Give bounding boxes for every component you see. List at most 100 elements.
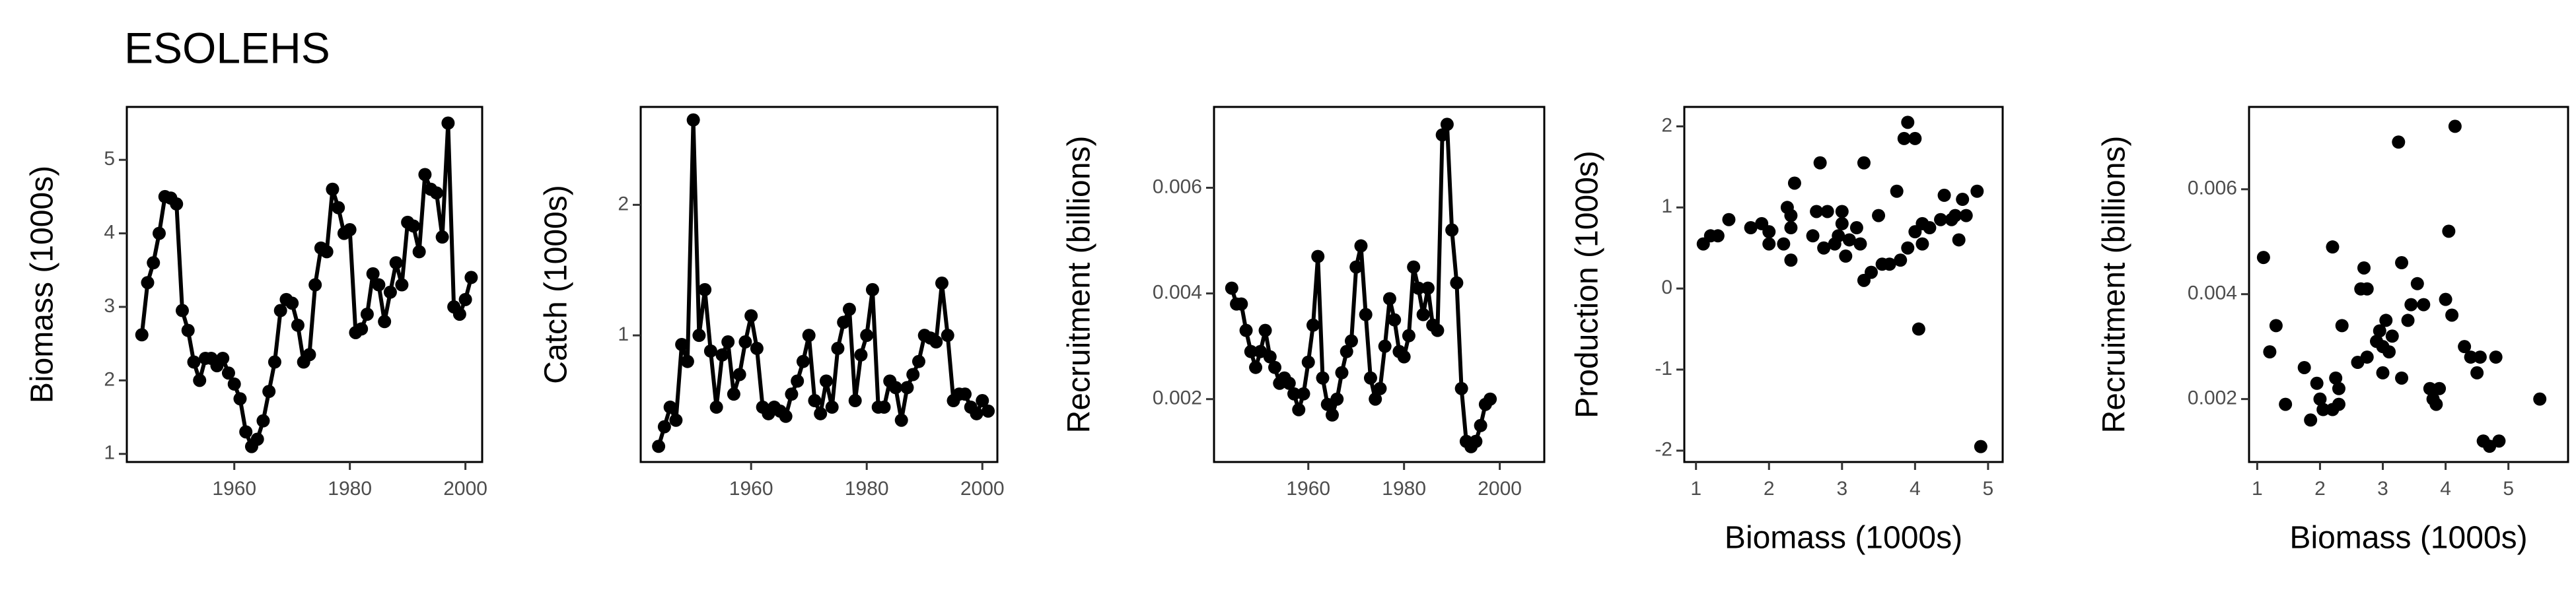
- y-tick-label: 5: [104, 148, 115, 170]
- point: [147, 256, 161, 270]
- point: [1832, 229, 1845, 243]
- point: [1762, 225, 1776, 239]
- point: [2385, 329, 2399, 343]
- point: [418, 168, 432, 182]
- point: [2360, 350, 2374, 364]
- point: [1806, 229, 1820, 243]
- point: [2458, 340, 2472, 354]
- y-axis-title: Production (1000s): [1570, 150, 1605, 418]
- point: [221, 366, 235, 380]
- point: [227, 377, 241, 391]
- x-tick-label: 2000: [1478, 478, 1522, 500]
- point: [1282, 376, 1296, 390]
- point: [256, 414, 270, 428]
- point: [2410, 277, 2424, 290]
- point: [1388, 313, 1402, 327]
- point: [2395, 371, 2409, 385]
- point: [2269, 319, 2283, 333]
- point: [2401, 314, 2415, 327]
- point: [233, 392, 247, 406]
- x-tick-label: 1: [2252, 478, 2263, 500]
- point: [981, 404, 995, 418]
- point: [1777, 237, 1791, 251]
- point: [181, 323, 195, 337]
- point: [1382, 292, 1396, 306]
- point: [1934, 213, 1948, 226]
- point: [1306, 318, 1320, 332]
- point: [1450, 276, 1464, 290]
- y-tick-label: 2: [104, 368, 115, 390]
- point: [1239, 323, 1253, 337]
- point: [1952, 233, 1966, 247]
- point: [332, 201, 345, 214]
- x-tick-label: 1980: [845, 478, 889, 500]
- panel-frame: [125, 106, 483, 463]
- point: [1813, 156, 1827, 170]
- point: [976, 394, 989, 408]
- point: [135, 328, 149, 342]
- point: [894, 413, 908, 427]
- point: [1268, 360, 1282, 374]
- point: [2442, 224, 2456, 238]
- point: [848, 394, 862, 408]
- point: [2429, 397, 2443, 411]
- point: [842, 302, 856, 316]
- x-tick-label: 5: [1983, 478, 1994, 500]
- point: [1912, 322, 1925, 336]
- point: [1363, 371, 1377, 385]
- figure-title: ESOLEHS: [124, 23, 330, 72]
- point: [1249, 360, 1263, 374]
- point: [291, 318, 304, 332]
- panel-frame: [1683, 106, 2004, 463]
- point: [2263, 345, 2277, 359]
- x-tick-label: 2: [2314, 478, 2326, 500]
- point: [1407, 260, 1421, 274]
- y-tick-label: 2: [618, 193, 629, 214]
- point: [2382, 345, 2396, 359]
- point: [2417, 298, 2431, 312]
- point: [1330, 392, 1344, 406]
- y-axis-title: Recruitment (billions): [2097, 136, 2132, 434]
- point: [2489, 350, 2503, 364]
- point: [1820, 205, 1834, 218]
- point: [854, 348, 868, 362]
- y-tick-label: 0.002: [2188, 387, 2237, 409]
- point: [802, 329, 816, 343]
- point: [2326, 240, 2340, 254]
- point: [703, 344, 717, 358]
- y-tick-label: 2: [1661, 114, 1672, 136]
- point: [1901, 116, 1915, 129]
- point: [663, 400, 677, 414]
- y-tick-label: 1: [104, 442, 115, 464]
- point: [175, 304, 189, 317]
- point: [1344, 334, 1358, 348]
- point: [692, 329, 706, 343]
- point: [906, 368, 920, 381]
- point: [1882, 257, 1896, 271]
- point: [860, 329, 874, 343]
- point: [1469, 434, 1483, 448]
- point: [1335, 366, 1349, 380]
- point: [1890, 184, 1904, 198]
- point: [1872, 209, 1886, 222]
- point: [216, 351, 230, 365]
- point: [326, 182, 340, 196]
- x-axis-title: Biomass (1000s): [2289, 521, 2527, 556]
- point: [1817, 241, 1831, 255]
- point: [2433, 381, 2447, 395]
- point: [1311, 249, 1325, 263]
- y-axis-title: Catch (1000s): [539, 185, 574, 383]
- point: [935, 277, 948, 290]
- point: [2439, 292, 2452, 306]
- point: [744, 309, 758, 323]
- point: [912, 354, 925, 368]
- point: [2448, 119, 2462, 133]
- x-tick-label: 3: [1836, 478, 1847, 500]
- point: [239, 425, 253, 439]
- point: [2445, 308, 2459, 322]
- point: [1970, 184, 1984, 198]
- point: [395, 278, 409, 292]
- x-tick-label: 1960: [212, 478, 256, 500]
- x-tick-label: 1980: [328, 478, 372, 500]
- point: [1784, 221, 1798, 235]
